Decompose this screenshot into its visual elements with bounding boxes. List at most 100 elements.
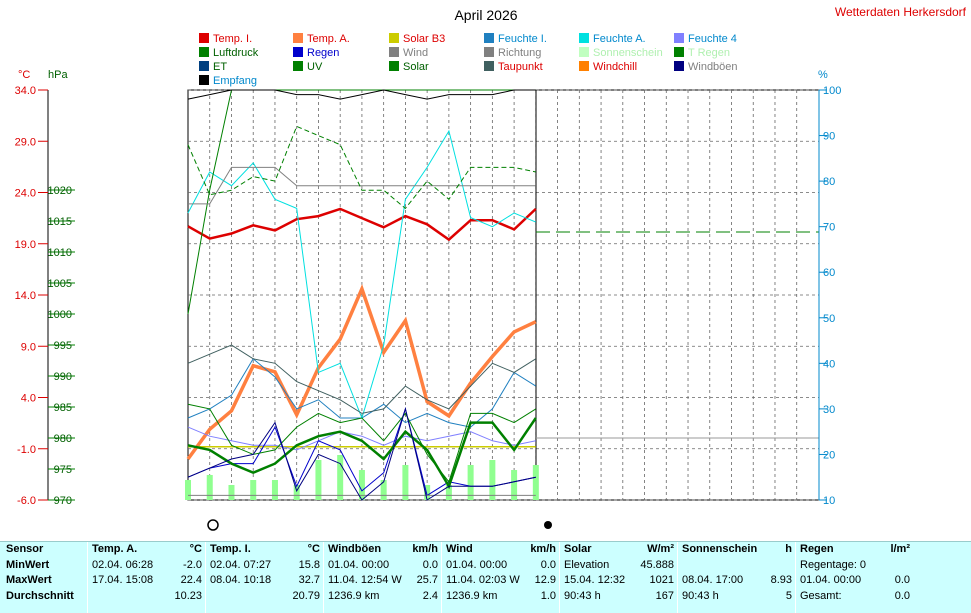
series-line-windb-en bbox=[187, 406, 536, 501]
sonnenschein-bar bbox=[358, 470, 365, 500]
stats-row: 20.79 bbox=[210, 589, 320, 605]
stats-block-title: Solar bbox=[564, 543, 592, 555]
stats-row-value: 32.7 bbox=[298, 574, 320, 586]
percent-unit-label: % bbox=[818, 69, 828, 81]
stats-row-labels: Sensor MinWert MaxWert Durchschnitt bbox=[6, 542, 86, 613]
sonnenschein-bar bbox=[511, 470, 518, 500]
legend-swatch bbox=[389, 47, 399, 57]
stats-block-unit: km/h bbox=[412, 543, 438, 555]
stats-block: Windböen km/h 01.04. 00:00 0.0 11.04. 12:54 … bbox=[328, 542, 438, 613]
stats-row-context: 02.04. 06:28 bbox=[92, 558, 154, 571]
pressure-tick-label: 1005 bbox=[48, 278, 72, 290]
stats-row-context: Elevation bbox=[564, 558, 610, 571]
stats-row-value: 167 bbox=[655, 589, 674, 602]
stats-block-header: Windböen km/h bbox=[328, 542, 438, 558]
stats-row-value: 8.93 bbox=[770, 574, 792, 586]
stats-row-value: 22.4 bbox=[180, 574, 202, 586]
stats-row-context: 90:43 h bbox=[682, 589, 719, 602]
sonnenschein-bar bbox=[293, 485, 300, 500]
stats-block-header: Temp. A. °C bbox=[92, 542, 202, 558]
statistics-panel: Sensor MinWert MaxWert Durchschnitt Temp. A.… bbox=[0, 541, 971, 613]
stats-block-unit: °C bbox=[307, 543, 320, 555]
stats-row-value: 25.7 bbox=[416, 574, 438, 586]
stats-row-context: 1236.9 km bbox=[328, 589, 380, 602]
stats-row: 1236.9 km 1.0 bbox=[446, 589, 556, 605]
stats-row: Regentage: 0 bbox=[800, 558, 910, 574]
temp-tick-label: -1.0 bbox=[17, 444, 36, 456]
stats-row-value: 1.0 bbox=[540, 589, 556, 602]
stats-separator bbox=[441, 542, 442, 613]
start-marker bbox=[207, 519, 219, 531]
legend-label: Feuchte I. bbox=[498, 33, 547, 45]
stats-row-context: 01.04. 00:00 bbox=[328, 558, 390, 571]
temp-tick-label: 29.0 bbox=[15, 136, 36, 148]
legend-label: Solar B3 bbox=[403, 33, 445, 45]
stats-row-value: 10.23 bbox=[174, 589, 202, 602]
stats-row-context: Gesamt: bbox=[800, 589, 842, 602]
stats-block-header: Regen l/m² bbox=[800, 542, 910, 558]
stats-separator bbox=[205, 542, 206, 613]
legend-label: Luftdruck bbox=[213, 47, 259, 59]
pressure-tick-label: 980 bbox=[54, 433, 72, 445]
percent-tick-label: 50 bbox=[823, 313, 835, 325]
stats-row-value: 5 bbox=[785, 589, 792, 602]
stats-block-title: Windböen bbox=[328, 543, 382, 555]
stats-row-context: 90:43 h bbox=[564, 589, 601, 602]
legend-swatch bbox=[484, 47, 494, 57]
legend-label: Temp. A. bbox=[307, 33, 350, 45]
stats-separator bbox=[559, 542, 560, 613]
stats-row-context: 17.04. 15:08 bbox=[92, 574, 154, 586]
pressure-tick-label: 1010 bbox=[48, 247, 72, 259]
sonnenschein-bar bbox=[424, 485, 431, 500]
pressure-tick-label: 970 bbox=[54, 495, 72, 507]
stats-row: Elevation 45.888 bbox=[564, 558, 674, 574]
percent-tick-label: 10 bbox=[823, 495, 835, 507]
stats-row-value: 0.0 bbox=[894, 589, 910, 602]
legend-label: Temp. I. bbox=[213, 33, 252, 45]
series-line-luftdruck bbox=[187, 89, 536, 315]
stats-row-context: 08.04. 10:18 bbox=[210, 574, 272, 586]
sonnenschein-bar bbox=[185, 480, 191, 500]
legend-label: ET bbox=[213, 61, 227, 73]
stats-row: 11.04. 02:03 W 12.9 bbox=[446, 573, 556, 589]
pressure-tick-label: 975 bbox=[54, 464, 72, 476]
stats-row-value: 20.79 bbox=[292, 589, 320, 602]
sonnenschein-bar bbox=[489, 460, 496, 500]
legend-swatch bbox=[293, 47, 303, 57]
sonnenschein-bar bbox=[315, 460, 322, 500]
stats-row: 01.04. 00:00 0.0 bbox=[446, 558, 556, 574]
stats-row-context: 11.04. 02:03 W bbox=[446, 574, 520, 586]
legend-swatch bbox=[293, 33, 303, 43]
stats-block: Temp. A. °C 02.04. 06:28 -2.0 17.04. 15:08 22… bbox=[92, 542, 202, 613]
stats-block-unit: h bbox=[785, 543, 792, 555]
weather-chart: 34.029.024.019.014.09.04.0-1.0-6.0102010… bbox=[15, 5, 967, 531]
sonnenschein-bar bbox=[445, 485, 452, 500]
temp-tick-label: 34.0 bbox=[15, 85, 36, 97]
series-line-richtung bbox=[188, 166, 536, 205]
stats-row-context: 15.04. 12:32 bbox=[564, 574, 626, 586]
series-line-uv bbox=[187, 403, 537, 483]
legend-swatch bbox=[674, 47, 684, 57]
stats-block-title: Sonnenschein bbox=[682, 543, 758, 555]
temp-tick-label: 9.0 bbox=[21, 341, 36, 353]
stats-block: Temp. I. °C 02.04. 07:27 15.8 08.04. 10:18 32… bbox=[210, 542, 320, 613]
site-title: Wetterdaten Herkersdorf bbox=[835, 5, 967, 19]
stats-block-header: Temp. I. °C bbox=[210, 542, 320, 558]
temp-tick-label: -6.0 bbox=[17, 495, 36, 507]
stats-block: Sonnenschein h 08.04. 17:00 8.93 90:43 h 5 bbox=[682, 542, 792, 613]
stats-row-value: 2.4 bbox=[422, 589, 438, 602]
sonnenschein-bar bbox=[532, 465, 539, 500]
pressure-tick-label: 990 bbox=[54, 371, 72, 383]
stats-block: Wind km/h 01.04. 00:00 0.0 11.04. 02:03 W 12.… bbox=[446, 542, 556, 613]
percent-tick-label: 70 bbox=[823, 222, 835, 234]
stats-row-context: 1236.9 km bbox=[446, 589, 498, 602]
sonnenschein-bar bbox=[402, 465, 409, 500]
legend-label: Sonnenschein bbox=[593, 47, 663, 59]
stats-block-title: Temp. I. bbox=[210, 543, 251, 555]
stats-row: 10.23 bbox=[92, 589, 202, 605]
series-line-feuchte-4 bbox=[187, 426, 536, 451]
stats-row: 15.04. 12:32 1021 bbox=[564, 573, 674, 589]
legend-swatch bbox=[484, 61, 494, 71]
stats-row-label: MaxWert bbox=[6, 574, 52, 586]
pressure-unit-label: hPa bbox=[48, 69, 68, 81]
